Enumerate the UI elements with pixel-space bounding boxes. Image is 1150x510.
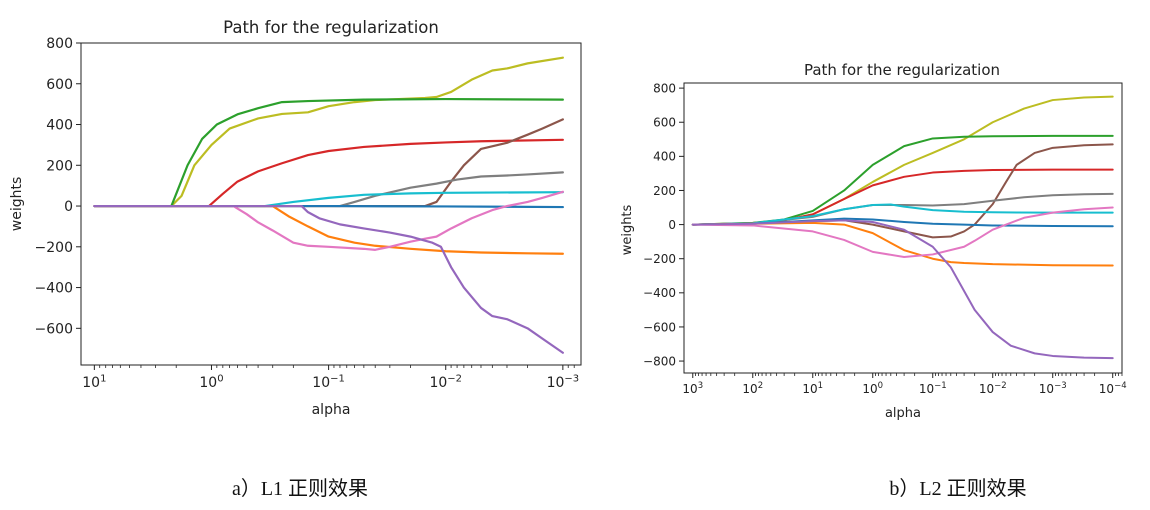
chart-l2-ylabel: weights xyxy=(620,204,635,255)
chart-l2-xtick-label: 10−1 xyxy=(919,381,947,396)
chart-l1-ytick-label: 800 xyxy=(46,36,73,52)
chart-l1-ytick-label: 0 xyxy=(64,199,73,215)
chart-l1-series-line-5 xyxy=(93,171,564,208)
chart-l1-ytick-label: −400 xyxy=(35,281,73,297)
chart-l2-xtick-label: 10−2 xyxy=(979,381,1007,396)
chart-l2-y-ticks: 800 600 400 200 0 −200 −400 −600 −800 xyxy=(643,81,684,368)
chart-l2-ytick-label: 600 xyxy=(653,116,676,130)
chart-l2-series-line-6 xyxy=(691,203,1114,226)
chart-l1-series-line-9 xyxy=(93,190,564,251)
chart-l1-series-line-2 xyxy=(93,97,564,208)
chart-l1-ytick-label: 600 xyxy=(46,77,73,93)
chart-l2-caption: b）L2 正则效果 xyxy=(889,477,1026,500)
chart-l1-xlabel: alpha xyxy=(312,402,351,418)
chart-l1-series xyxy=(93,56,564,354)
chart-l2-xlabel: alpha xyxy=(885,406,921,421)
chart-l1-xtick-label: 101 xyxy=(82,373,106,391)
chart-l1-caption: a）L1 正则效果 xyxy=(232,477,368,500)
chart-l2-title: Path for the regularization xyxy=(804,61,1000,79)
chart-l2-xtick-label: 100 xyxy=(862,381,883,396)
chart-l1: Path for the regularization 800 600 400 200… xyxy=(9,18,582,500)
chart-l1-ytick-label: 200 xyxy=(46,158,73,174)
chart-l2-ytick-label: 800 xyxy=(653,81,676,95)
chart-l1-xtick-label: 100 xyxy=(199,373,223,391)
chart-l2-ytick-label: −200 xyxy=(643,252,676,266)
chart-l1-ytick-label: −600 xyxy=(35,321,73,337)
chart-l2-xtick-label: 10−3 xyxy=(1039,381,1067,396)
chart-l2-ytick-label: −600 xyxy=(643,320,676,334)
chart-l1-ytick-label: 400 xyxy=(46,118,73,134)
chart-l2-series-line-8 xyxy=(691,221,1114,267)
chart-l2-xtick-label: 102 xyxy=(742,381,763,396)
chart-l2-x-ticks: 103 102 101 100 10−1 10−2 10−3 10−4 xyxy=(682,373,1127,396)
chart-l2-xtick-label: 101 xyxy=(802,381,823,396)
chart-l2-series-line-10 xyxy=(691,219,1114,360)
chart-l1-title: Path for the regularization xyxy=(223,18,439,37)
chart-l2-ytick-label: −400 xyxy=(643,286,676,300)
chart-l2-xtick-label: 10−4 xyxy=(1099,381,1127,396)
chart-l1-y-ticks: 800 600 400 200 0 −200 −400 −600 xyxy=(35,36,81,337)
chart-l2-ytick-label: −800 xyxy=(643,354,676,368)
chart-l2: Path for the regularization 800 600 400 200… xyxy=(620,61,1127,500)
chart-l2-plot-area xyxy=(683,82,1123,374)
chart-l1-xtick-label: 10−1 xyxy=(312,373,345,391)
chart-l1-series-line-10 xyxy=(93,204,564,354)
chart-l1-ytick-label: −200 xyxy=(35,240,73,256)
chart-l1-series-line-8 xyxy=(93,204,564,255)
chart-l1-series-line-3 xyxy=(93,138,564,208)
chart-l1-ylabel: weights xyxy=(9,177,25,232)
chart-l1-series-line-4 xyxy=(93,118,564,208)
chart-l2-ytick-label: 200 xyxy=(653,184,676,198)
chart-l1-series-line-1 xyxy=(93,56,564,208)
chart-l2-series-line-9 xyxy=(691,206,1114,258)
chart-l1-plot-area xyxy=(80,42,582,366)
chart-l1-x-ticks: 101 100 10−1 10−2 10−3 xyxy=(82,365,579,391)
chart-l1-xtick-label: 10−3 xyxy=(547,373,580,391)
chart-l2-xtick-label: 103 xyxy=(682,381,703,396)
chart-l2-series xyxy=(691,95,1114,360)
chart-l2-ytick-label: 400 xyxy=(653,150,676,164)
chart-l1-xtick-label: 10−2 xyxy=(429,373,462,391)
chart-l2-ytick-label: 0 xyxy=(668,218,676,232)
